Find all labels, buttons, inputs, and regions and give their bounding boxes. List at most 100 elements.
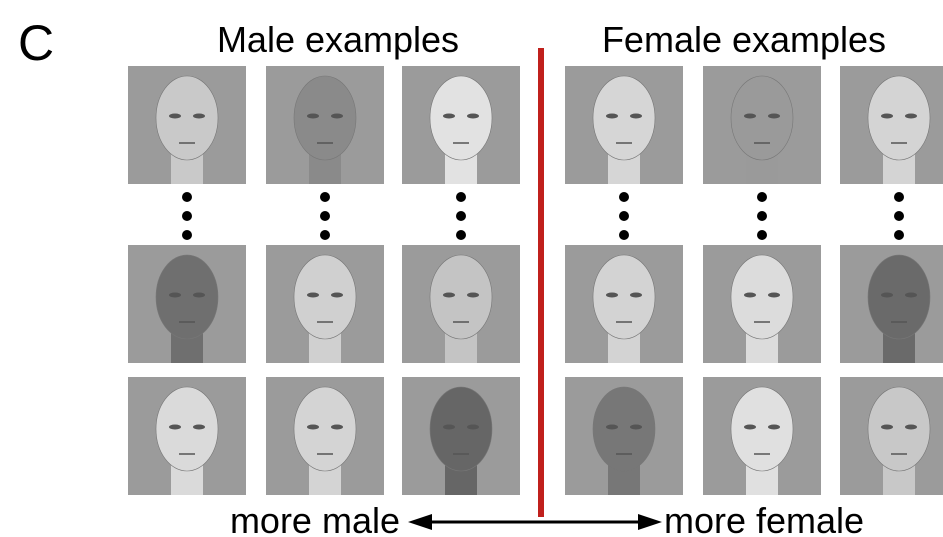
head bbox=[867, 254, 931, 340]
eye bbox=[467, 292, 479, 298]
head bbox=[592, 386, 656, 472]
ellipsis-dot bbox=[757, 192, 767, 202]
head bbox=[155, 386, 219, 472]
face-tile bbox=[128, 66, 246, 184]
head bbox=[592, 75, 656, 161]
face-tile bbox=[703, 66, 821, 184]
head bbox=[293, 75, 357, 161]
face-tile bbox=[266, 66, 384, 184]
eye bbox=[768, 424, 780, 430]
eye bbox=[443, 113, 455, 119]
eye bbox=[630, 292, 642, 298]
head bbox=[867, 386, 931, 472]
eye bbox=[169, 424, 181, 430]
ellipsis-dot bbox=[619, 192, 629, 202]
eye bbox=[169, 113, 181, 119]
eye bbox=[193, 113, 205, 119]
head bbox=[155, 75, 219, 161]
head bbox=[429, 386, 493, 472]
face-tile bbox=[402, 377, 520, 495]
head bbox=[429, 254, 493, 340]
eye bbox=[630, 424, 642, 430]
eye bbox=[881, 113, 893, 119]
ellipsis-dot bbox=[182, 230, 192, 240]
eye bbox=[881, 292, 893, 298]
eye bbox=[606, 292, 618, 298]
head bbox=[867, 75, 931, 161]
ellipsis-dot bbox=[456, 230, 466, 240]
face-tile bbox=[703, 245, 821, 363]
ellipsis-dot bbox=[757, 230, 767, 240]
head bbox=[730, 386, 794, 472]
ellipsis-dot bbox=[757, 211, 767, 221]
eye bbox=[331, 292, 343, 298]
panel-label: C bbox=[18, 15, 54, 71]
ellipsis-dot bbox=[894, 230, 904, 240]
eye bbox=[443, 424, 455, 430]
ellipsis-dot bbox=[619, 211, 629, 221]
arrow-head-right bbox=[638, 514, 662, 530]
eye bbox=[193, 424, 205, 430]
ellipsis-dot bbox=[619, 230, 629, 240]
head bbox=[592, 254, 656, 340]
eye bbox=[193, 292, 205, 298]
eye bbox=[630, 113, 642, 119]
eye bbox=[331, 424, 343, 430]
face-grid bbox=[128, 66, 943, 495]
eye bbox=[606, 113, 618, 119]
face-tile bbox=[128, 377, 246, 495]
ellipsis-dot bbox=[182, 192, 192, 202]
eye bbox=[606, 424, 618, 430]
face-tile bbox=[402, 245, 520, 363]
arrow-head-left bbox=[408, 514, 432, 530]
face-tile bbox=[840, 245, 943, 363]
face-tile bbox=[565, 377, 683, 495]
axis-right-label: more female bbox=[664, 500, 864, 537]
ellipsis-dot bbox=[456, 192, 466, 202]
ellipsis-dot bbox=[320, 211, 330, 221]
eye bbox=[307, 113, 319, 119]
eye bbox=[744, 292, 756, 298]
face-tile bbox=[565, 66, 683, 184]
face-tile bbox=[703, 377, 821, 495]
head bbox=[730, 75, 794, 161]
eye bbox=[768, 292, 780, 298]
head bbox=[730, 254, 794, 340]
eye bbox=[331, 113, 343, 119]
eye bbox=[467, 113, 479, 119]
head bbox=[293, 254, 357, 340]
eye bbox=[467, 424, 479, 430]
male-title: Male examples bbox=[217, 19, 459, 60]
face-tile bbox=[840, 377, 943, 495]
head bbox=[429, 75, 493, 161]
eye bbox=[744, 113, 756, 119]
face-tile bbox=[128, 245, 246, 363]
ellipsis-dot bbox=[182, 211, 192, 221]
ellipsis-dot bbox=[894, 211, 904, 221]
face-tile bbox=[266, 377, 384, 495]
face-tile bbox=[266, 245, 384, 363]
face-tile bbox=[840, 66, 943, 184]
eye bbox=[905, 113, 917, 119]
arrow bbox=[408, 514, 662, 530]
eye bbox=[905, 424, 917, 430]
ellipsis-dot bbox=[456, 211, 466, 221]
eye bbox=[307, 292, 319, 298]
ellipsis-dot bbox=[320, 192, 330, 202]
eye bbox=[905, 292, 917, 298]
face-tile bbox=[402, 66, 520, 184]
head bbox=[155, 254, 219, 340]
eye bbox=[307, 424, 319, 430]
eye bbox=[768, 113, 780, 119]
eye bbox=[744, 424, 756, 430]
axis-left-label: more male bbox=[230, 500, 400, 537]
face-tile bbox=[565, 245, 683, 363]
eye bbox=[169, 292, 181, 298]
ellipsis-dot bbox=[320, 230, 330, 240]
female-title: Female examples bbox=[602, 19, 886, 60]
head bbox=[293, 386, 357, 472]
ellipsis-dot bbox=[894, 192, 904, 202]
eye bbox=[881, 424, 893, 430]
eye bbox=[443, 292, 455, 298]
